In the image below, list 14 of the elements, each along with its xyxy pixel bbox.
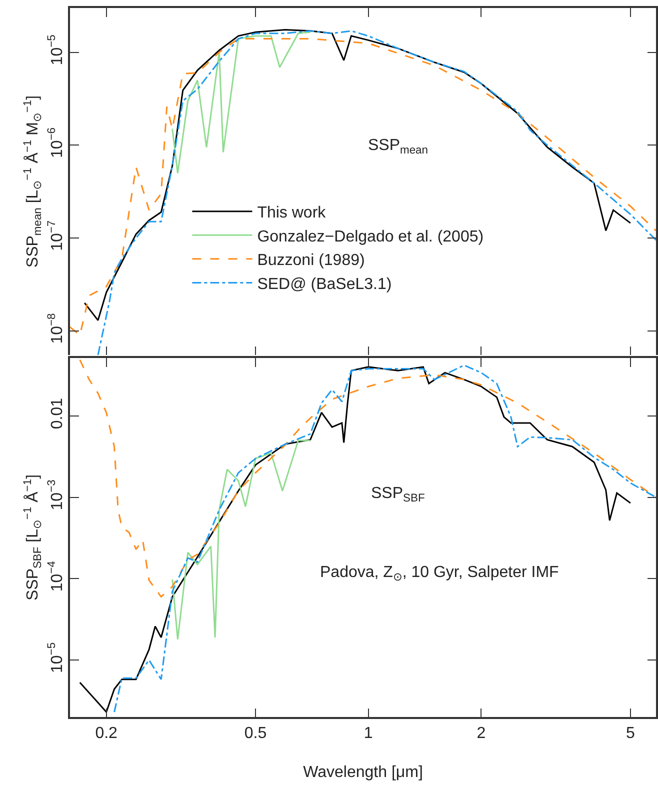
x-tick-label: 5 <box>626 724 635 742</box>
annotation: Padova, Z$_{⊙}$, 10 Gyr, Salpeter IMF <box>320 564 560 584</box>
x-axis-title: Wavelength [μm] <box>303 764 423 782</box>
annotation: SSP$_{SBF}$ <box>371 485 425 504</box>
x-tick-label: 0.5 <box>244 724 267 742</box>
x-tick-label: 0.2 <box>95 724 118 742</box>
legend-label: This work <box>257 204 327 222</box>
legend-label: Gonzalez−Delgado et al. (2005) <box>257 228 484 246</box>
x-tick-label: 1 <box>364 724 373 742</box>
legend-label: Buzzoni (1989) <box>257 252 365 270</box>
y-tick-label: 0.01 <box>48 398 66 430</box>
annotation: SSP$_{mean}$ <box>368 137 428 156</box>
legend-label: SED@ (BaSeL3.1) <box>257 276 392 293</box>
x-tick-label: 2 <box>476 724 486 742</box>
